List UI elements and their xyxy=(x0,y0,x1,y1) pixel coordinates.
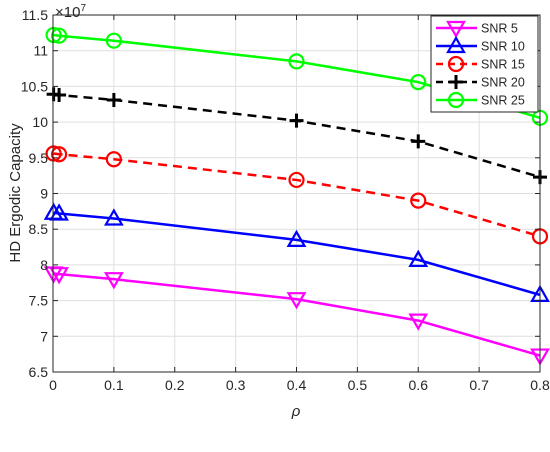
y-tick-label: 9 xyxy=(40,186,48,202)
data-point xyxy=(49,267,69,285)
data-point xyxy=(103,272,124,290)
x-tick-label: 0.2 xyxy=(165,377,185,393)
y-tick-label: 8 xyxy=(40,257,48,273)
data-point xyxy=(410,74,427,91)
data-point xyxy=(45,145,62,162)
legend-item: SNR 10 xyxy=(436,35,525,54)
legend-label: SNR 15 xyxy=(481,58,525,72)
x-tick-label: 0.4 xyxy=(287,377,307,393)
legend: SNR 5 SNR 10 SNR 15 SNR 20 SNR 25 xyxy=(430,15,539,113)
data-point xyxy=(105,32,122,49)
legend-marker xyxy=(446,35,466,54)
x-tick-label: 0 xyxy=(49,377,57,393)
tick-labels: 0 0.1 0.2 0.3 0.4 0.5 0.6 0.7 0.8 6.5 7 7.5 8 8.5 9 9.5… xyxy=(21,7,550,393)
y-tick-label: 10 xyxy=(32,114,48,130)
y-tick-label: 10.5 xyxy=(21,78,48,94)
data-point xyxy=(105,151,122,168)
y-exponent-label: ×107 xyxy=(55,3,86,21)
y-tick-label: 9.5 xyxy=(29,150,49,166)
y-tick-label: 11 xyxy=(33,43,48,59)
y-tick-label: 8.5 xyxy=(29,221,49,237)
series-line xyxy=(53,152,541,238)
data-point xyxy=(52,87,67,102)
legend-item: SNR 25 xyxy=(436,91,525,109)
y-tick-label: 7 xyxy=(40,328,48,344)
y-tick-label: 11.5 xyxy=(22,7,48,23)
legend-marker xyxy=(447,91,465,109)
legend-item: SNR 20 xyxy=(436,75,525,90)
legend-item: SNR 15 xyxy=(436,55,525,73)
x-tick-label: 0.1 xyxy=(104,377,124,393)
data-point xyxy=(408,249,429,268)
data-point xyxy=(103,208,124,226)
data-point xyxy=(286,229,307,248)
data-point xyxy=(289,113,304,128)
legend-label: SNR 5 xyxy=(481,22,518,36)
x-tick-label: 0.8 xyxy=(530,377,550,393)
data-point xyxy=(49,203,69,221)
y-tick-label: 6.5 xyxy=(29,364,49,380)
data-point xyxy=(288,171,305,189)
x-tick-label: 0.3 xyxy=(226,377,246,393)
series-layer xyxy=(43,26,550,366)
data-point xyxy=(45,26,62,44)
legend-label: SNR 20 xyxy=(481,76,525,90)
legend-item: SNR 5 xyxy=(436,20,518,39)
x-axis-label: ρ xyxy=(291,403,301,420)
data-point xyxy=(288,53,305,70)
legend-label: SNR 10 xyxy=(481,40,525,54)
x-tick-label: 0.5 xyxy=(348,377,368,393)
data-point xyxy=(286,292,307,310)
x-tick-label: 0.7 xyxy=(469,377,489,393)
legend-marker xyxy=(449,75,463,89)
legend-label: SNR 25 xyxy=(481,94,525,108)
data-point xyxy=(50,146,68,163)
legend-marker xyxy=(446,20,466,39)
data-point xyxy=(411,134,426,149)
x-tick-label: 0.6 xyxy=(409,377,429,393)
data-point xyxy=(106,92,121,107)
data-point xyxy=(50,27,68,44)
y-tick-label: 7.5 xyxy=(29,293,49,309)
data-point xyxy=(410,192,427,209)
legend-marker xyxy=(447,55,465,73)
data-point xyxy=(408,313,429,331)
y-axis-label: HD Ergodic Capacity xyxy=(7,123,24,263)
